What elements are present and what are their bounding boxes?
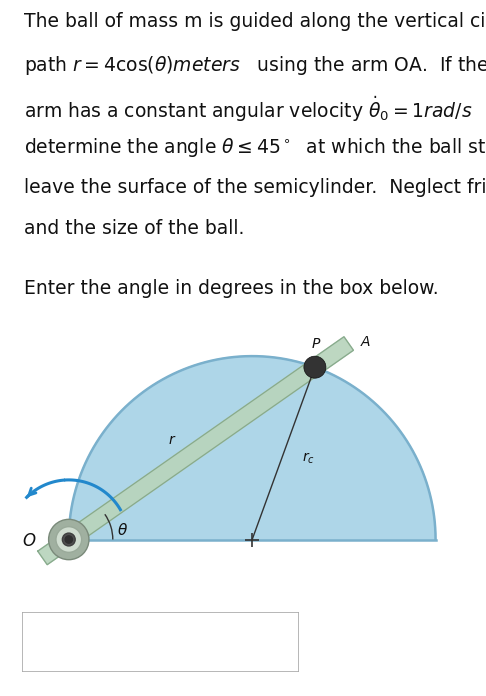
Text: $A$: $A$: [360, 335, 371, 349]
Circle shape: [65, 536, 72, 543]
Text: and the size of the ball.: and the size of the ball.: [24, 219, 244, 238]
Circle shape: [49, 519, 89, 560]
Circle shape: [56, 527, 82, 553]
Text: determine the angle $\theta \leq 45^\circ$  at which the ball starts to: determine the angle $\theta \leq 45^\cir…: [24, 136, 486, 159]
Text: $r_c$: $r_c$: [302, 450, 315, 466]
Circle shape: [304, 356, 326, 378]
Text: Enter the angle in degrees in the box below.: Enter the angle in degrees in the box be…: [24, 278, 439, 298]
Text: $\theta$: $\theta$: [118, 522, 128, 538]
Circle shape: [62, 533, 75, 546]
Text: $r$: $r$: [168, 433, 176, 447]
Text: arm has a constant angular velocity $\dot{\theta}_0 = 1\mathit{rad/s}$   ,: arm has a constant angular velocity $\do…: [24, 95, 486, 125]
Text: leave the surface of the semicylinder.  Neglect friction: leave the surface of the semicylinder. N…: [24, 177, 486, 196]
FancyBboxPatch shape: [22, 612, 299, 672]
Text: The ball of mass m is guided along the vertical circular: The ball of mass m is guided along the v…: [24, 13, 486, 31]
Text: $O$: $O$: [22, 532, 36, 551]
Text: $P$: $P$: [311, 337, 321, 351]
Text: path $r = 4\cos(\theta)\mathit{meters}$   using the arm OA.  If the: path $r = 4\cos(\theta)\mathit{meters}$ …: [24, 54, 486, 77]
Polygon shape: [69, 356, 435, 539]
Polygon shape: [38, 337, 353, 564]
